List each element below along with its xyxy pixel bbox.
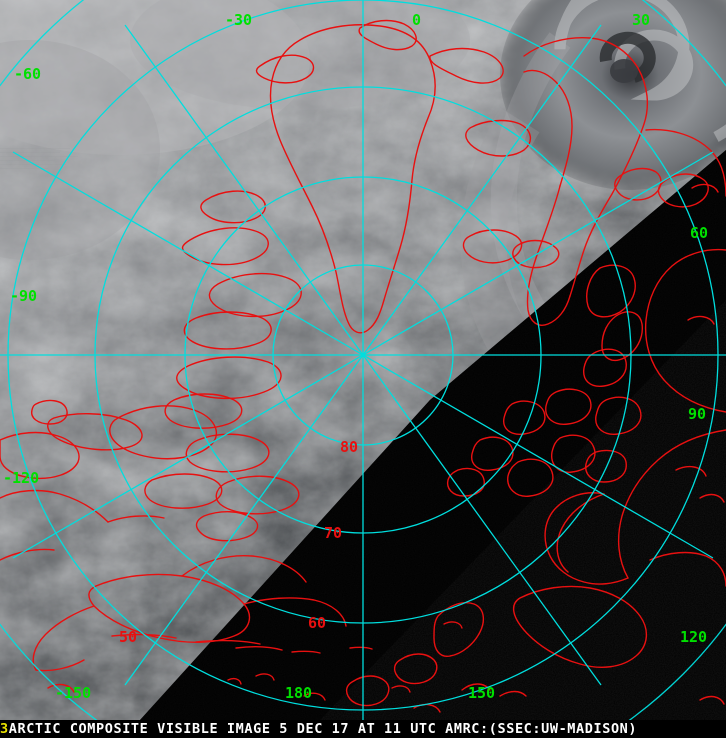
- lat-label: 70: [324, 524, 343, 542]
- lon-label: -90: [10, 287, 38, 305]
- lon-label: 180: [285, 684, 313, 702]
- coastlines: [0, 19, 726, 713]
- caption-text: ARCTIC COMPOSITE VISIBLE IMAGE 5 DEC 17 …: [8, 721, 638, 737]
- caption-prefix: 3: [0, 721, 9, 737]
- map-overlay: [0, 0, 726, 720]
- satellite-raster: [0, 0, 726, 720]
- lat-label: 60: [308, 614, 327, 632]
- lon-label: -150: [55, 684, 92, 702]
- lon-label: -60: [14, 65, 42, 83]
- lon-label: -120: [3, 469, 40, 487]
- lon-label: -30: [225, 11, 253, 29]
- lon-label: 150: [468, 684, 496, 702]
- meridians: [0, 0, 726, 720]
- lat-label: 80: [340, 438, 359, 456]
- lon-label: 90: [688, 405, 707, 423]
- caption-bar: 3ARCTIC COMPOSITE VISIBLE IMAGE 5 DEC 17…: [0, 720, 726, 738]
- lon-label: 120: [680, 628, 708, 646]
- lat-label: 50: [119, 628, 138, 646]
- lon-label: 30: [632, 11, 651, 29]
- graticule: [0, 0, 726, 720]
- lon-label: 60: [690, 224, 709, 242]
- lon-label: 0: [412, 11, 422, 29]
